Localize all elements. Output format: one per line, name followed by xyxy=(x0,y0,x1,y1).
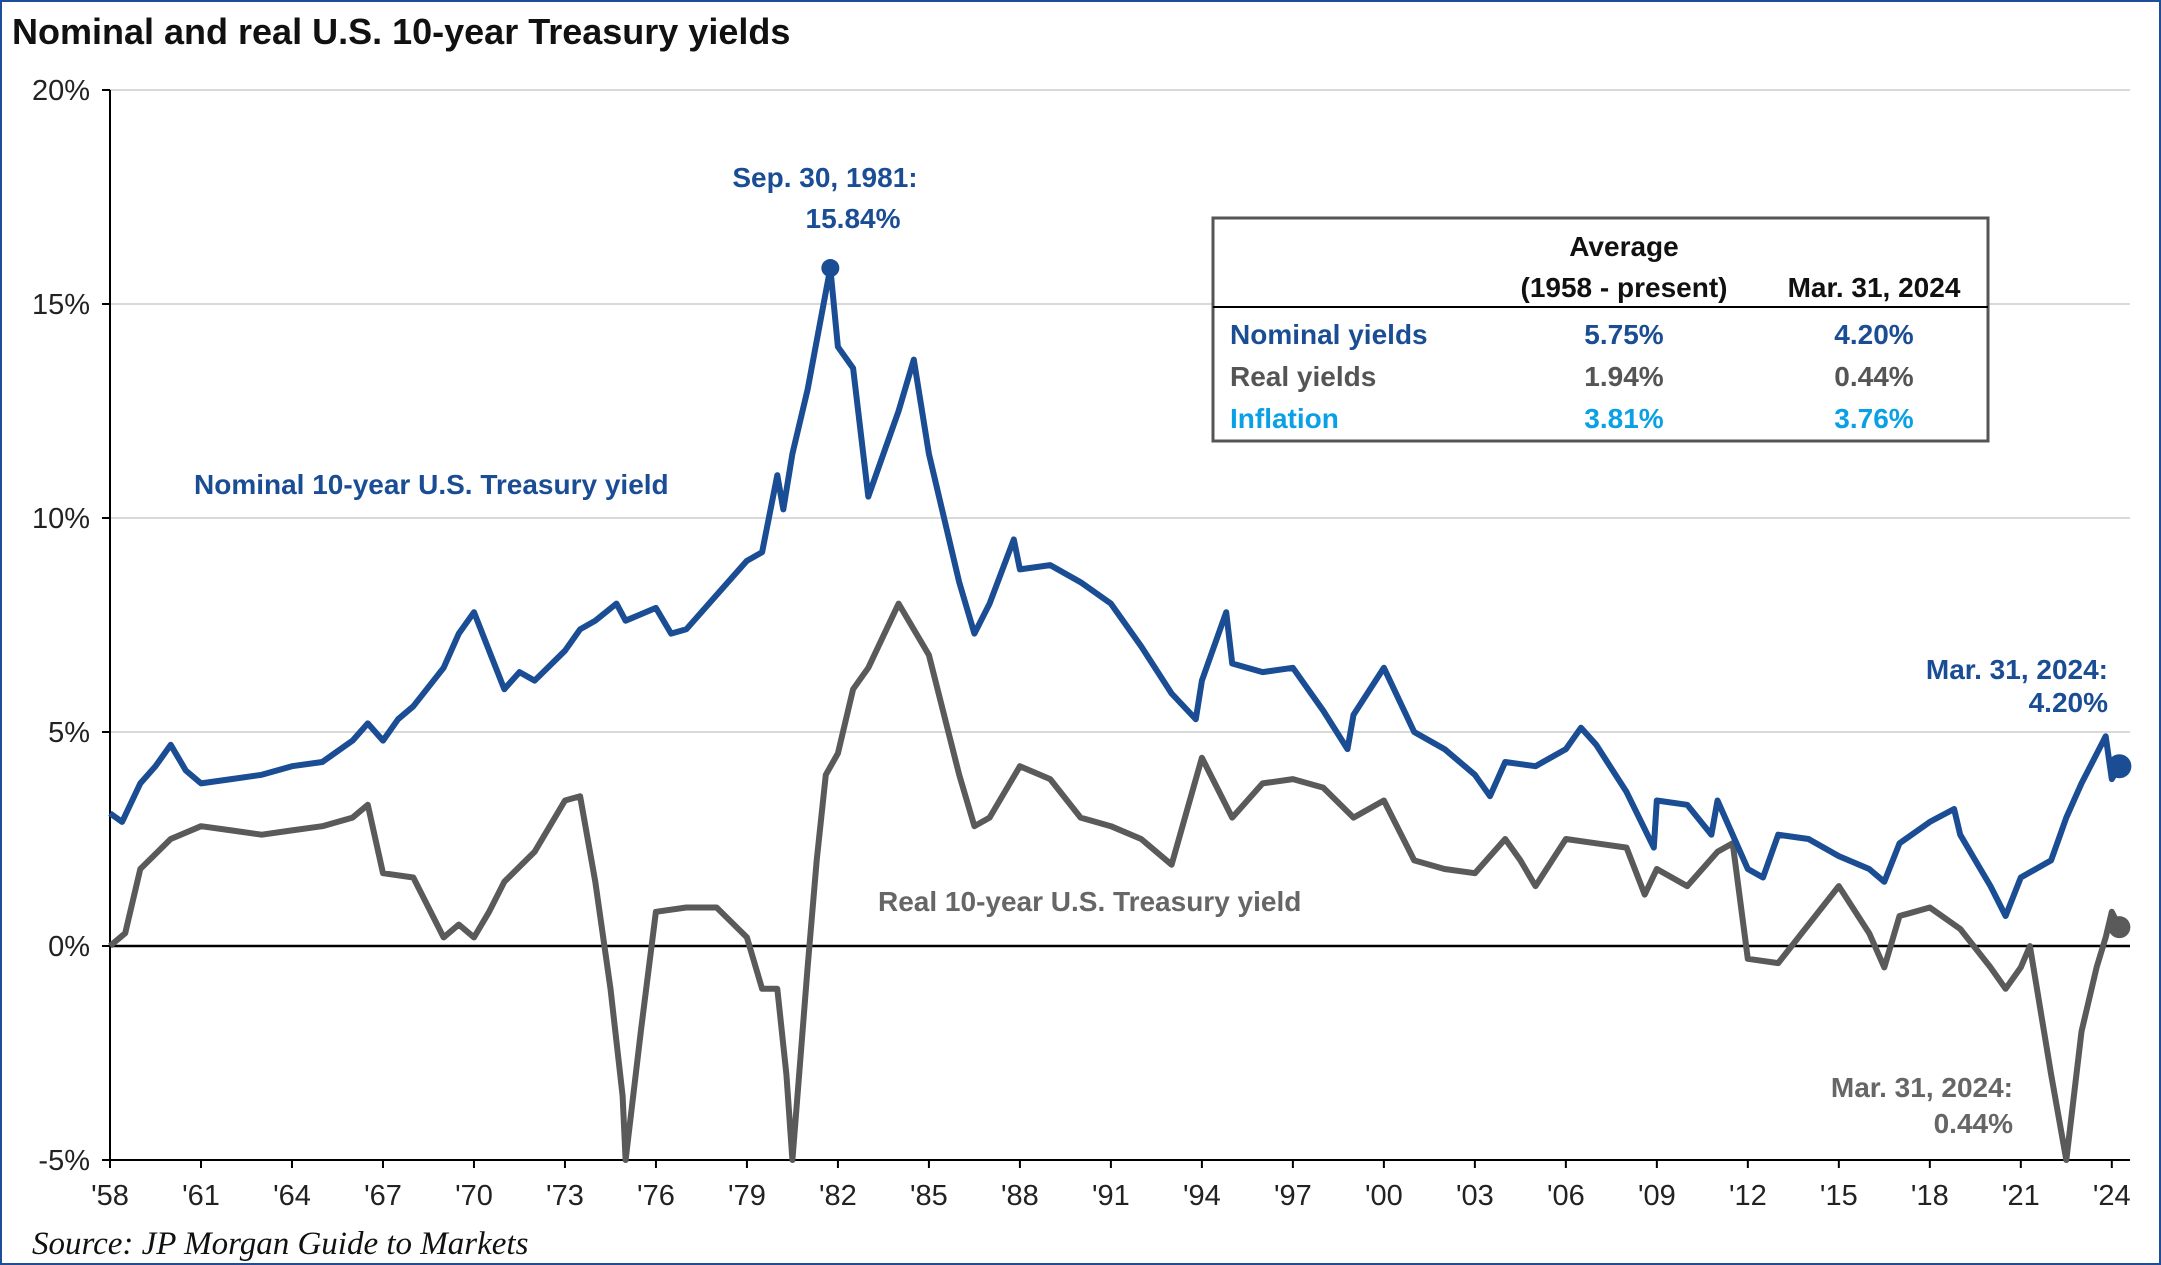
summary-row-label: Real yields xyxy=(1230,361,1376,392)
x-tick-label: '15 xyxy=(1820,1180,1858,1212)
summary-row-label: Nominal yields xyxy=(1230,319,1428,350)
x-tick-label: '03 xyxy=(1456,1180,1494,1212)
x-tick-label: '85 xyxy=(910,1180,948,1212)
summary-table-rows: Nominal yields 5.75% 4.20% Real yields 1.94%… xyxy=(1230,319,1914,434)
peak-annotation-value: 15.84% xyxy=(806,203,901,234)
source-note: Source: JP Morgan Guide to Markets xyxy=(32,1226,528,1262)
peak-annotation-date: Sep. 30, 1981: xyxy=(732,162,917,193)
x-tick-label: '91 xyxy=(1092,1180,1130,1212)
nominal-series-label: Nominal 10-year U.S. Treasury yield xyxy=(194,469,669,500)
y-axis-ticks: 20% 15% 10% 5% 0% -5% xyxy=(32,75,110,1177)
summary-table: Average (1958 - present) Mar. 31, 2024 N… xyxy=(1211,216,1990,443)
y-tick-label: 20% xyxy=(32,75,90,107)
x-tick-label: '94 xyxy=(1183,1180,1221,1212)
x-tick-label: '82 xyxy=(819,1180,857,1212)
summary-row-current: 3.76% xyxy=(1834,403,1913,434)
x-tick-label: '64 xyxy=(273,1180,311,1212)
y-tick-label: 0% xyxy=(48,931,90,963)
x-tick-label: '61 xyxy=(182,1180,220,1212)
x-tick-label: '18 xyxy=(1911,1180,1949,1212)
x-tick-label: '21 xyxy=(2002,1180,2040,1212)
x-tick-label: '06 xyxy=(1547,1180,1585,1212)
summary-row-current: 4.20% xyxy=(1834,319,1913,350)
nominal-yield-line xyxy=(108,265,2122,919)
x-tick-label: '00 xyxy=(1365,1180,1403,1212)
x-tick-label: '97 xyxy=(1274,1180,1312,1212)
summary-table-header-period: (1958 - present) xyxy=(1521,272,1728,303)
x-tick-label: '12 xyxy=(1729,1180,1767,1212)
summary-row-average: 1.94% xyxy=(1584,361,1663,392)
peak-marker xyxy=(821,259,840,278)
summary-table-header-average: Average xyxy=(1569,231,1678,262)
nominal-end-annotation-value: 4.20% xyxy=(2029,687,2108,718)
summary-row-current: 0.44% xyxy=(1834,361,1913,392)
summary-table-border xyxy=(1211,216,1990,443)
real-end-annotation-value: 0.44% xyxy=(1934,1108,2013,1139)
summary-row-average: 5.75% xyxy=(1584,319,1663,350)
real-end-marker xyxy=(2108,916,2131,939)
real-end-annotation-date: Mar. 31, 2024: xyxy=(1831,1072,2013,1103)
nominal-end-marker xyxy=(2107,754,2132,779)
x-tick-label: '70 xyxy=(455,1180,493,1212)
y-tick-label: 5% xyxy=(48,717,90,749)
x-tick-label: '76 xyxy=(637,1180,675,1212)
y-tick-label: -5% xyxy=(38,1145,90,1177)
x-tick-label: '73 xyxy=(546,1180,584,1212)
y-tick-label: 15% xyxy=(32,289,90,321)
x-tick-label: '24 xyxy=(2093,1180,2131,1212)
x-tick-label: '67 xyxy=(364,1180,402,1212)
x-tick-label: '58 xyxy=(91,1180,129,1212)
nominal-end-annotation-date: Mar. 31, 2024: xyxy=(1926,654,2108,685)
x-tick-label: '88 xyxy=(1001,1180,1039,1212)
summary-table-header-date: Mar. 31, 2024 xyxy=(1788,272,1961,303)
real-yield-line xyxy=(108,600,2123,1163)
real-series-label: Real 10-year U.S. Treasury yield xyxy=(878,886,1301,917)
x-tick-label: '09 xyxy=(1638,1180,1676,1212)
summary-row-label: Inflation xyxy=(1230,403,1339,434)
summary-row-average: 3.81% xyxy=(1584,403,1663,434)
x-axis-ticks: '58 '61 '64 '67 '70 '73 '76 '79 '82 '85 '88 '91 '94 '… xyxy=(91,1159,2131,1212)
chart-title: Nominal and real U.S. 10-year Treasury y… xyxy=(12,11,790,52)
x-tick-label: '79 xyxy=(728,1180,766,1212)
y-tick-label: 10% xyxy=(32,503,90,535)
